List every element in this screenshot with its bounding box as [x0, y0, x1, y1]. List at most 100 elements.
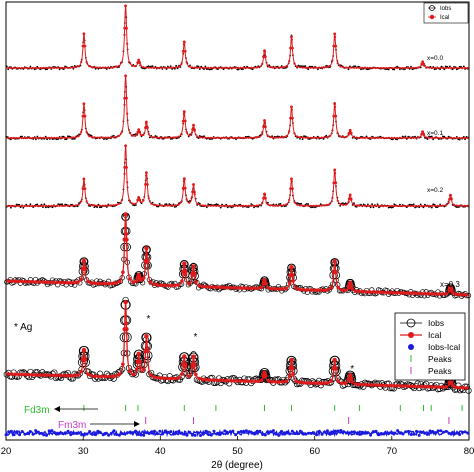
calculated-markers: [7, 4, 469, 70]
calculated-marker: [374, 204, 377, 207]
calculated-marker: [100, 374, 104, 379]
calculated-marker: [55, 373, 59, 378]
calculated-marker: [96, 136, 99, 139]
difference-point: [88, 430, 92, 433]
calculated-marker: [81, 347, 87, 353]
observed-point: [430, 206, 433, 209]
calculated-marker: [69, 280, 73, 285]
calculated-marker: [69, 66, 72, 69]
calculated-marker: [169, 283, 174, 288]
observed-point: [185, 372, 192, 380]
calculated-marker: [437, 385, 441, 389]
difference-point: [304, 432, 308, 436]
difference-point: [172, 432, 175, 436]
calculated-marker: [90, 66, 94, 69]
calculated-marker: [466, 136, 469, 140]
calculated-marker: [331, 196, 334, 199]
calculated-marker: [109, 66, 112, 69]
observed-point: [105, 68, 108, 70]
calculated-marker: [430, 385, 434, 389]
calculated-marker: [51, 373, 56, 378]
pattern-panel-4: x=0.4: [3, 296, 472, 394]
observed-point: [236, 68, 239, 71]
calculated-marker: [128, 131, 131, 134]
observed-point: [175, 64, 178, 67]
calculated-marker: [150, 202, 153, 205]
legend-peaks-fm3m: Peaks: [428, 366, 452, 376]
calculated-marker: [416, 291, 420, 296]
calculated-marker: [138, 130, 142, 134]
difference-point: [7, 430, 11, 434]
calculated-marker: [196, 202, 199, 205]
calculated-marker: [215, 204, 218, 207]
observed-point: [360, 68, 362, 71]
difference-point: [174, 430, 178, 434]
calculated-marker: [417, 66, 420, 69]
observed-point: [305, 203, 308, 205]
calculated-marker: [436, 66, 439, 69]
calculated-marker: [103, 281, 108, 286]
calculated-marker: [142, 66, 145, 69]
calculated-marker: [6, 372, 11, 376]
calculated-marker: [342, 203, 345, 206]
calculated-marker: [388, 136, 391, 140]
calculated-marker: [317, 204, 320, 207]
observed-point: [432, 203, 435, 206]
observed-point: [419, 203, 422, 206]
calculated-marker: [235, 379, 240, 383]
difference-point: [53, 431, 57, 435]
calculated-marker: [249, 379, 254, 384]
calculated-marker: [455, 204, 458, 207]
calculated-marker: [242, 66, 245, 69]
calculated-marker: [138, 365, 143, 369]
calculated-marker: [141, 276, 146, 280]
observed-point: [376, 203, 379, 206]
calculated-marker: [172, 136, 175, 139]
calculated-marker: [30, 280, 35, 284]
calculated-marker: [173, 283, 177, 288]
calculated-marker: [145, 348, 150, 354]
calculated-marker: [96, 204, 99, 207]
calculated-marker: [207, 378, 212, 382]
calculated-marker: [20, 66, 23, 70]
calculated-marker: [308, 288, 313, 292]
calculated-marker: [461, 293, 466, 297]
calculated-marker: [188, 65, 191, 68]
calculated-marker: [196, 135, 199, 138]
calculated-marker: [385, 383, 389, 388]
calculated-marker: [463, 136, 466, 140]
calculated-marker: [115, 203, 118, 206]
difference-point: [361, 430, 364, 434]
calculated-marker: [66, 136, 69, 139]
calculated-marker: [196, 66, 199, 69]
observed-point: [60, 203, 62, 206]
calculated-marker: [190, 66, 194, 69]
calculated-marker: [126, 42, 129, 45]
calculated-marker: [172, 204, 175, 207]
observed-point: [151, 65, 154, 68]
calculated-marker: [155, 66, 158, 69]
difference-point: [436, 429, 440, 433]
observed-point: [392, 68, 394, 71]
observed-point: [100, 206, 103, 209]
calculated-marker: [323, 66, 326, 69]
calculated-marker: [207, 285, 212, 289]
calculated-marker: [323, 204, 326, 207]
calculated-marker: [232, 379, 236, 383]
calculated-marker: [226, 66, 229, 69]
difference-point: [423, 431, 427, 435]
observed-point: [404, 135, 407, 138]
calculated-marker: [334, 35, 337, 39]
calculated-marker: [406, 66, 410, 69]
calculated-marker: [325, 136, 329, 139]
calculated-marker: [107, 136, 110, 139]
calculated-marker: [231, 136, 234, 139]
calculated-marker: [422, 62, 425, 66]
calculated-marker: [18, 66, 21, 70]
difference-point: [463, 430, 467, 434]
calculated-marker: [62, 280, 66, 285]
calculated-marker: [86, 372, 90, 377]
calculated-marker: [315, 204, 318, 207]
calculated-marker: [312, 204, 315, 207]
calculated-curve: [6, 146, 469, 207]
